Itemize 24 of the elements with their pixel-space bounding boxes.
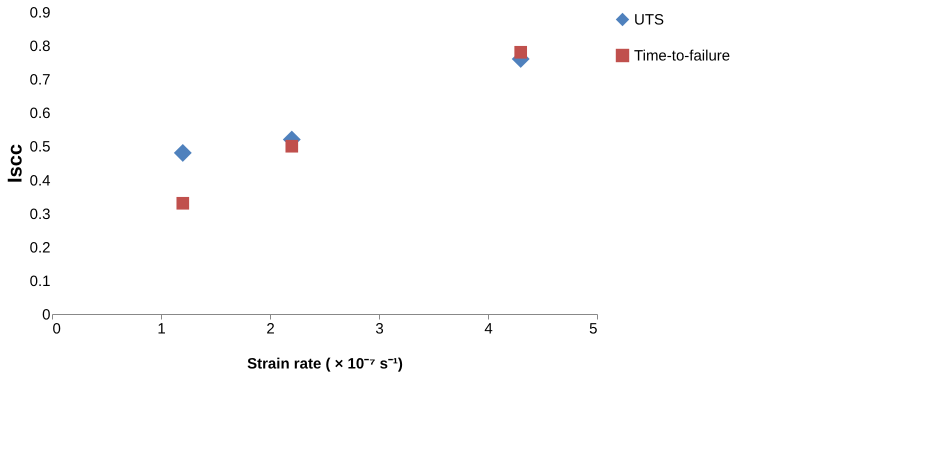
y-axis-title: Iscc bbox=[4, 144, 27, 183]
y-tick-label: 0 bbox=[42, 306, 50, 324]
x-tick-label: 5 bbox=[589, 320, 598, 338]
x-tick-label: 1 bbox=[157, 320, 166, 338]
point bbox=[176, 196, 190, 210]
point bbox=[514, 46, 528, 59]
x-tick-label: 2 bbox=[266, 320, 275, 338]
point bbox=[174, 144, 192, 162]
y-tick-label: 0.8 bbox=[30, 38, 50, 56]
y-tick-label: 0.7 bbox=[30, 72, 50, 89]
legend-label: UTS bbox=[634, 12, 664, 28]
y-tick-label: 0.2 bbox=[30, 239, 50, 256]
x-axis-title: Strain rate ( × 10⁻⁷ s⁻¹) bbox=[247, 356, 403, 372]
legend-label: Time-to-failure bbox=[634, 48, 730, 64]
y-tick-label: 0.3 bbox=[30, 206, 50, 223]
y-tick-label: 0.9 bbox=[30, 4, 50, 22]
point bbox=[285, 140, 298, 153]
y-tick-label: 0.5 bbox=[30, 138, 50, 156]
x-tick-label: 3 bbox=[375, 320, 384, 338]
y-tick-label: 0.1 bbox=[30, 272, 50, 290]
y-tick-label: 0.6 bbox=[30, 105, 50, 122]
x-tick-label: 0 bbox=[52, 320, 61, 338]
x-tick-label: 4 bbox=[484, 320, 493, 338]
y-tick-label: 0.4 bbox=[30, 172, 50, 190]
